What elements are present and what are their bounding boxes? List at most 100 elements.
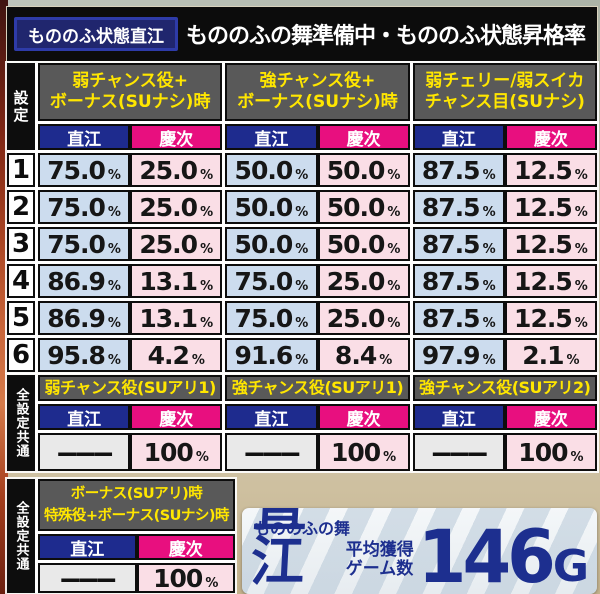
value-cell: 12.5%	[504, 153, 597, 187]
value-cell: 50.0%	[225, 190, 318, 224]
value-cell: 87.5%	[412, 264, 505, 298]
common-label-column: 全設定共通	[7, 479, 35, 593]
no-value-dash: ———	[244, 435, 300, 469]
settings-label: 設定	[11, 89, 30, 124]
all-settings-label: 全設定共通	[13, 501, 29, 571]
title-bar: もののふ状態直江 もののふの舞準備中・もののふ状態昇格率	[7, 7, 597, 61]
keiji-column-header: 慶次	[130, 404, 223, 430]
character-header-row: 直江 慶次	[412, 404, 597, 430]
keiji-column-header: 慶次	[136, 534, 235, 560]
group-header-line2: ボーナス(SUナシ)時	[237, 92, 398, 112]
table-row: 50.0% 50.0%	[225, 153, 410, 187]
badge-value-unit: G	[552, 540, 589, 592]
setting-6-cell: 6	[7, 338, 35, 372]
value-cell: 25.0%	[130, 153, 223, 187]
table-row: 87.5% 12.5%	[412, 153, 597, 187]
naoe-column-header: 直江	[225, 124, 318, 150]
keiji-column-header: 慶次	[504, 404, 597, 430]
value-cell: 75.0%	[225, 264, 318, 298]
flame-border-decoration	[0, 0, 8, 594]
value-cell: 25.0%	[130, 190, 223, 224]
character-header-row: 直江 慶次	[225, 124, 410, 150]
page-title: もののふの舞準備中・もののふ状態昇格率	[185, 24, 586, 49]
group-header: 強チャンス役(SUアリ2)	[412, 375, 597, 401]
settings-column: 設定 1 2 3 4 5 6	[7, 63, 35, 372]
table-row: 50.0% 50.0%	[225, 190, 410, 224]
value-cell: 2.1%	[504, 338, 597, 372]
table-row: 75.0% 25.0%	[225, 264, 410, 298]
upgrade-rate-table: 設定 1 2 3 4 5 6 弱チャンス役+ ボーナス(SUナシ)時 直江 慶次…	[7, 63, 597, 372]
group-strong-chance-su1: 強チャンス役(SUアリ1) 直江 慶次 ——— 100%	[225, 375, 410, 471]
value-cell: 75.0%	[38, 190, 131, 224]
table-row: 87.5% 12.5%	[412, 301, 597, 335]
table-row: ——— 100%	[38, 433, 223, 471]
table-row: 75.0% 25.0%	[38, 227, 223, 261]
group-header-line2: 特殊役+ボーナス(SUナシ)時	[43, 508, 230, 524]
table-row: 87.5% 12.5%	[412, 190, 597, 224]
table-row: 75.0% 25.0%	[225, 301, 410, 335]
common-label-cell: 全設定共通	[7, 479, 35, 593]
badge-metric-line2: ゲーム数	[345, 559, 414, 580]
settings-header-cell: 設定	[7, 63, 35, 150]
group-header: ボーナス(SUアリ)時 特殊役+ボーナス(SUナシ)時	[38, 479, 235, 531]
character-header-row: 直江 慶次	[412, 124, 597, 150]
character-header-row: 直江 慶次	[38, 124, 223, 150]
group-header: 強チャンス役(SUアリ1)	[225, 375, 410, 401]
table-row: 75.0% 25.0%	[38, 153, 223, 187]
setting-3-cell: 3	[7, 227, 35, 261]
value-cell: 12.5%	[504, 301, 597, 335]
badge-metric-label: 平均獲得 ゲーム数	[345, 539, 414, 580]
table-row: ——— 100%	[38, 563, 235, 593]
table-row: 50.0% 50.0%	[225, 227, 410, 261]
group-header: 弱チェリー/弱スイカ チャンス目(SUナシ)	[412, 63, 597, 121]
value-cell: 8.4%	[317, 338, 410, 372]
value-cell: 86.9%	[38, 301, 131, 335]
setting-4-cell: 4	[7, 264, 35, 298]
group-strong-chance-su2: 強チャンス役(SUアリ2) 直江 慶次 ——— 100%	[412, 375, 597, 471]
badge-subtitle: もののふの舞	[254, 519, 351, 538]
value-cell: 12.5%	[504, 227, 597, 261]
character-header-row: 直江 慶次	[225, 404, 410, 430]
naoe-column-header: 直江	[38, 534, 137, 560]
keiji-column-header: 慶次	[130, 124, 223, 150]
value-cell: 12.5%	[504, 190, 597, 224]
table-row: 87.5% 12.5%	[412, 264, 597, 298]
keiji-column-header: 慶次	[317, 124, 410, 150]
group-header-line1: 強チャンス役+	[259, 70, 376, 91]
table-row: 91.6% 8.4%	[225, 338, 410, 372]
naoe-column-header: 直江	[412, 124, 505, 150]
value-cell: 50.0%	[317, 190, 410, 224]
group-header-line1: ボーナス(SUアリ)時	[70, 485, 203, 502]
value-cell: 13.1%	[130, 301, 223, 335]
value-cell: 50.0%	[225, 153, 318, 187]
naoe-column-header: 直江	[38, 404, 131, 430]
group-header-line1: 弱チェリー/弱スイカ	[425, 70, 585, 91]
value-cell: 100%	[504, 433, 597, 471]
value-cell: 91.6%	[225, 338, 318, 372]
setting-2-cell: 2	[7, 190, 35, 224]
group-header: 弱チャンス役+ ボーナス(SUナシ)時	[38, 63, 223, 121]
common-rate-table: 全設定共通 弱チャンス役(SUアリ1) 直江 慶次 ——— 100% 強チャンス…	[7, 375, 597, 471]
badge-character-name: 直江	[248, 508, 313, 593]
character-header-row: 直江 慶次	[38, 534, 235, 560]
table-row: 86.9% 13.1%	[38, 301, 223, 335]
setting-5-cell: 5	[7, 301, 35, 335]
setting-1-cell: 1	[7, 153, 35, 187]
group-header-line1: 弱チャンス役+	[72, 70, 189, 91]
value-cell: 95.8%	[38, 338, 131, 372]
state-badge: もののふ状態直江	[14, 17, 178, 51]
value-cell: 100%	[317, 433, 410, 471]
group-header-line2: ボーナス(SUナシ)時	[49, 92, 211, 112]
value-cell: 87.5%	[412, 153, 505, 187]
no-value-cell: ———	[412, 433, 505, 471]
value-cell: 50.0%	[225, 227, 318, 261]
table-row: ——— 100%	[412, 433, 597, 471]
badge-metric-line1: 平均獲得	[345, 539, 414, 560]
common-label-column: 全設定共通	[7, 375, 35, 471]
group-bonus-su: ボーナス(SUアリ)時 特殊役+ボーナス(SUナシ)時 直江 慶次 ——— 10…	[38, 479, 235, 593]
table-row: 97.9% 2.1%	[412, 338, 597, 372]
value-cell: 86.9%	[38, 264, 131, 298]
no-value-dash: ———	[431, 435, 488, 469]
value-cell: 13.1%	[130, 264, 223, 298]
naoe-column-header: 直江	[38, 124, 131, 150]
